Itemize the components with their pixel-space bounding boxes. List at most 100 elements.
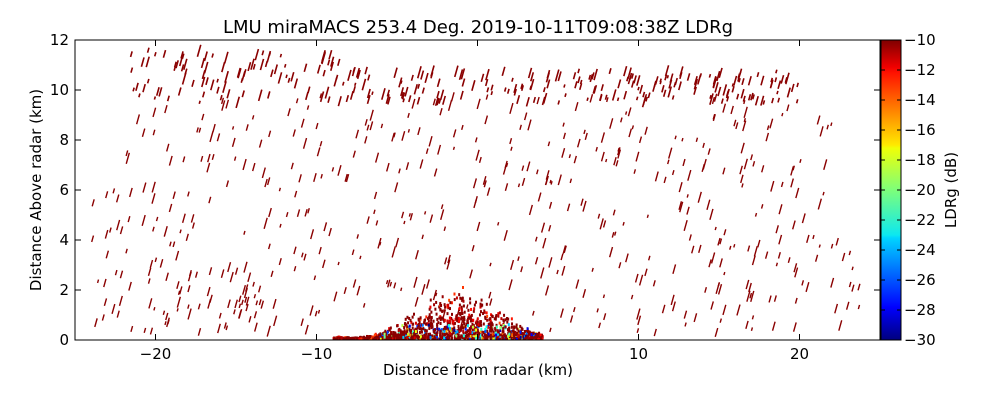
- echo-mark: [673, 81, 677, 88]
- echo-cell: [423, 333, 426, 337]
- echo-cell: [525, 336, 528, 340]
- echo-cell: [471, 322, 474, 326]
- echo-mark: [243, 261, 248, 273]
- echo-cell: [413, 333, 416, 337]
- radar-echoes: [91, 44, 861, 340]
- echo-mark: [242, 284, 247, 295]
- echo-mark: [433, 168, 438, 177]
- echo-cell: [463, 337, 466, 340]
- echo-mark: [459, 319, 464, 329]
- echo-cell: [517, 333, 520, 337]
- echo-mark: [750, 92, 754, 101]
- echo-cell: [471, 336, 474, 340]
- echo-cell: [428, 326, 431, 330]
- echo-cell: [487, 332, 490, 336]
- echo-mark: [771, 321, 776, 331]
- echo-mark: [710, 301, 714, 310]
- echo-cell: [514, 337, 517, 340]
- echo-mark: [778, 204, 783, 215]
- echo-mark: [459, 90, 464, 100]
- echo-cell: [475, 326, 478, 330]
- echo-cell: [427, 332, 430, 336]
- echo-mark: [231, 137, 236, 148]
- echo-cell: [461, 311, 464, 315]
- echo-cell: [433, 337, 436, 340]
- echo-mark: [401, 130, 406, 141]
- echo-cell: [455, 314, 458, 318]
- echo-mark: [201, 91, 206, 98]
- echo-mark: [549, 179, 552, 184]
- echo-mark: [223, 51, 229, 64]
- echo-mark: [354, 82, 357, 87]
- echo-mark: [293, 78, 299, 89]
- echo-cell: [396, 336, 399, 340]
- echo-cell: [424, 335, 427, 339]
- echo-mark: [636, 328, 640, 333]
- echo-mark: [560, 253, 564, 261]
- echo-cell: [416, 326, 419, 330]
- echo-mark: [401, 92, 406, 100]
- echo-mark: [562, 132, 566, 140]
- echo-mark: [285, 74, 288, 79]
- echo-cell: [460, 317, 463, 321]
- echo-mark: [421, 234, 424, 240]
- echo-cell: [429, 324, 432, 328]
- echo-mark: [141, 128, 146, 138]
- echo-mark: [277, 72, 283, 84]
- echo-mark: [577, 76, 581, 84]
- echo-cell: [513, 325, 516, 329]
- echo-cell: [482, 311, 485, 315]
- echo-mark: [851, 266, 854, 271]
- echo-mark: [600, 84, 604, 92]
- echo-cell: [414, 332, 417, 336]
- echo-cell: [463, 322, 466, 326]
- echo-mark: [293, 246, 297, 255]
- echo-mark: [738, 77, 741, 83]
- echo-cell: [530, 333, 533, 337]
- echo-mark: [593, 68, 598, 81]
- echo-cell: [471, 331, 474, 335]
- echo-cell: [471, 325, 474, 329]
- echo-cell: [494, 317, 497, 321]
- echo-mark: [747, 94, 752, 101]
- echo-mark: [569, 315, 574, 323]
- echo-cell: [366, 337, 369, 340]
- echo-cell: [532, 336, 535, 340]
- echo-mark: [563, 84, 566, 88]
- echo-cell: [406, 329, 409, 333]
- echo-cell: [455, 337, 458, 340]
- echo-mark: [351, 66, 356, 77]
- echo-mark: [395, 237, 400, 248]
- echo-cell: [422, 337, 425, 340]
- echo-cell: [495, 314, 498, 318]
- echo-mark: [667, 86, 672, 98]
- echo-mark: [546, 79, 551, 89]
- echo-cell: [479, 323, 482, 327]
- echo-mark: [733, 75, 738, 86]
- echo-cell: [449, 334, 452, 338]
- echo-cell: [506, 328, 509, 332]
- echo-mark: [474, 196, 478, 204]
- echo-cell: [429, 305, 432, 309]
- echo-mark: [653, 328, 657, 337]
- echo-cell: [435, 300, 438, 304]
- echo-mark: [616, 97, 620, 102]
- echo-cell: [446, 333, 449, 337]
- echo-mark: [548, 257, 553, 268]
- echo-cell: [419, 316, 422, 320]
- echo-cell: [479, 330, 482, 334]
- echo-mark: [255, 300, 259, 306]
- echo-cell: [448, 316, 451, 320]
- echo-mark: [302, 137, 308, 149]
- echo-mark: [505, 162, 509, 167]
- echo-mark: [182, 156, 186, 163]
- echo-mark: [631, 125, 635, 130]
- echo-cell: [508, 326, 511, 330]
- echo-cell: [416, 334, 419, 338]
- echo-mark: [114, 269, 118, 276]
- echo-cell: [491, 323, 494, 327]
- echo-mark: [241, 90, 245, 98]
- echo-mark: [238, 310, 242, 319]
- echo-mark: [208, 267, 213, 276]
